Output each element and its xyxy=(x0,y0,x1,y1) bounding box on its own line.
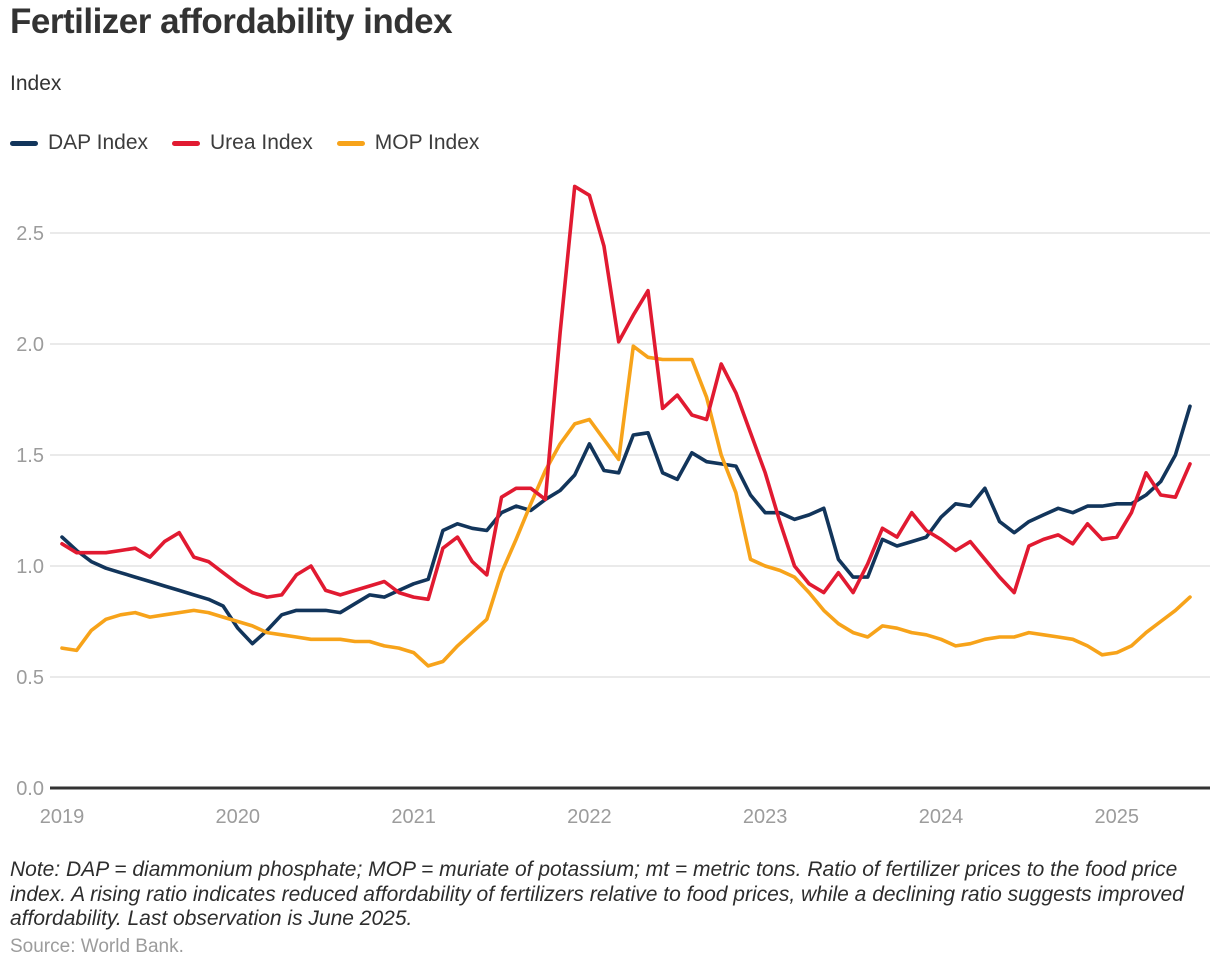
mop-index-line xyxy=(60,344,1192,668)
legend-label-dap: DAP Index xyxy=(48,131,149,154)
y-tick-label-0.5: 0.5 xyxy=(16,667,44,689)
y-tick-label-1.0: 1.0 xyxy=(16,556,44,578)
x-tick-label-2023: 2023 xyxy=(743,806,788,828)
legend-item-dap-index: DAP Index xyxy=(10,131,148,155)
legend-item-urea-index: Urea Index xyxy=(172,131,313,155)
x-tick-label-2022: 2022 xyxy=(567,806,612,828)
x-tick-label-2021: 2021 xyxy=(391,806,436,828)
chart-source: Source: World Bank. xyxy=(10,936,184,957)
dap-index-line xyxy=(60,404,1192,646)
legend-label-mop: MOP Index xyxy=(374,131,480,154)
x-tick-label-2019: 2019 xyxy=(40,806,85,828)
dap-line-swatch-icon xyxy=(10,140,38,146)
y-tick-label-2.5: 2.5 xyxy=(16,223,44,245)
y-tick-label-2.0: 2.0 xyxy=(16,334,44,356)
x-tick-label-2020: 2020 xyxy=(216,806,261,828)
page-title: Fertilizer affordability index xyxy=(10,2,453,41)
legend: DAP Index Urea Index MOP Index xyxy=(10,131,479,155)
chart-note: Note: DAP = diammonium phosphate; MOP = … xyxy=(10,858,1184,931)
line-chart-plot-area: 0.0 0.5 1.0 1.5 2.0 2.5 2019 2020 2021 2022 2023 20… xyxy=(16,184,1210,828)
y-tick-label-0.0: 0.0 xyxy=(16,778,44,800)
y-axis-unit-label: Index xyxy=(10,72,62,95)
mop-line-swatch-icon xyxy=(336,140,365,146)
legend-item-mop-index: MOP Index xyxy=(336,131,480,155)
urea-line-swatch-icon xyxy=(172,140,201,146)
urea-index-line xyxy=(60,184,1192,602)
x-tick-label-2024: 2024 xyxy=(919,806,964,828)
legend-label-urea: Urea Index xyxy=(210,131,313,154)
x-tick-label-2025: 2025 xyxy=(1095,806,1140,828)
y-tick-label-1.5: 1.5 xyxy=(16,445,44,467)
